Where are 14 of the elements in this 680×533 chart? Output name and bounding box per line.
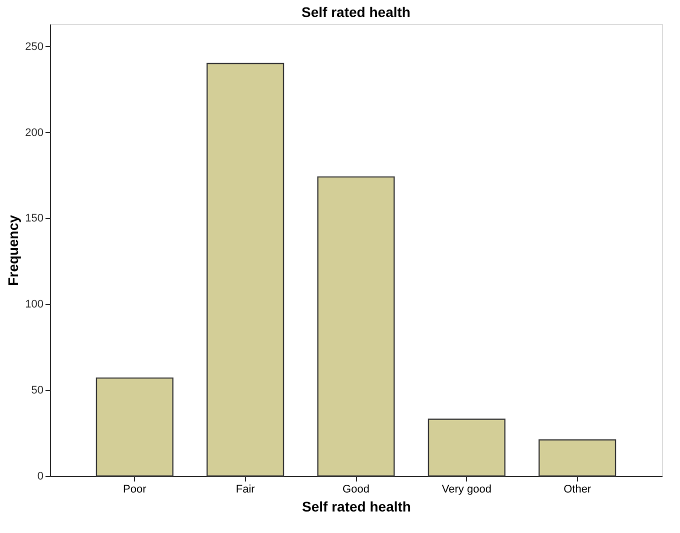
x-axis-title: Self rated health: [302, 498, 411, 514]
x-tick-label: Very good: [442, 484, 492, 496]
y-axis-title: Frequency: [5, 214, 22, 286]
y-tick-label: 50: [31, 384, 44, 397]
y-tick-label: 150: [25, 212, 44, 225]
x-tick-label: Fair: [236, 484, 256, 496]
y-tick-label: 200: [25, 126, 44, 139]
x-tick-label: Good: [342, 484, 370, 496]
y-tick-label: 250: [25, 40, 44, 53]
x-tick-label: Other: [564, 484, 592, 496]
y-tick-label: 100: [25, 298, 44, 311]
x-tick-label: Poor: [123, 484, 147, 496]
y-tick-label: 0: [37, 470, 44, 482]
chart-title: Self rated health: [302, 4, 410, 20]
